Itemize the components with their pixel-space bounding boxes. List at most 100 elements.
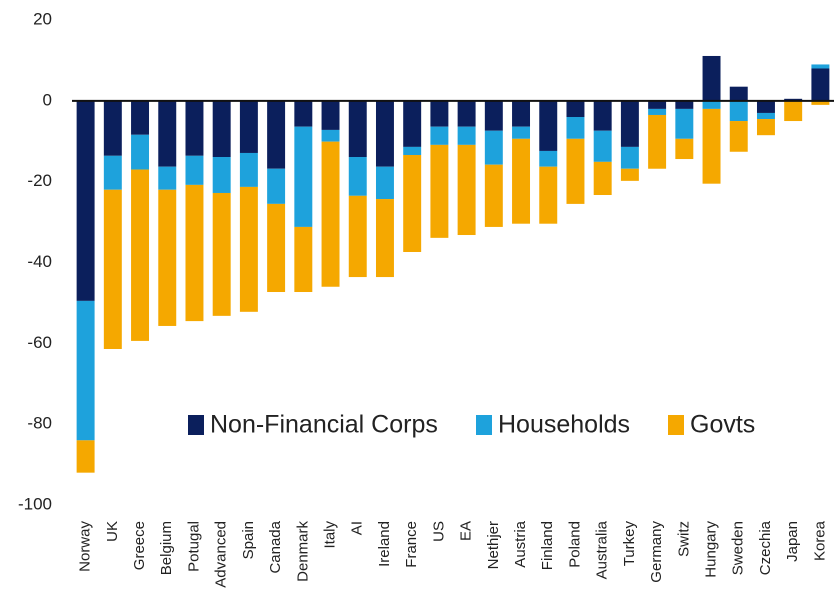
bar-segment	[239, 100, 258, 153]
bar-segment	[702, 100, 721, 109]
bar-segment	[212, 100, 231, 158]
bar-segment	[403, 146, 422, 155]
bar-segment	[593, 100, 612, 131]
x-tick-label: Denmark	[294, 521, 311, 582]
x-tick-label: UK	[104, 521, 121, 542]
bar-segment	[512, 138, 531, 224]
bar-segment	[675, 138, 694, 160]
bar-segment	[158, 100, 177, 167]
bar-segment	[484, 164, 503, 227]
bar-segment	[321, 100, 340, 130]
bar-segment	[457, 144, 476, 236]
bar-segment	[321, 141, 340, 287]
bar-segment	[375, 199, 394, 278]
bar-segment	[131, 169, 150, 341]
bar-segment	[620, 100, 639, 147]
bar-segment	[294, 100, 313, 127]
y-tick-label: -60	[27, 333, 52, 352]
bar-segment	[103, 189, 122, 349]
x-tick-label: Switz	[675, 521, 692, 557]
legend-swatch	[476, 415, 492, 435]
bar-segment	[457, 126, 476, 145]
bar-segment	[430, 100, 449, 127]
bar-segment	[566, 117, 585, 139]
bar-segment	[512, 100, 531, 127]
bar-segment	[648, 100, 667, 109]
bar-segment	[702, 108, 721, 184]
y-tick-label: -20	[27, 171, 52, 190]
x-tick-label: Austria	[512, 520, 529, 567]
bar-segment	[811, 64, 830, 69]
bar-segment	[648, 108, 667, 115]
bar-segment	[457, 100, 476, 127]
x-tick-label: Norway	[77, 521, 94, 572]
bar-segment	[756, 119, 775, 136]
bar-segment	[185, 100, 204, 156]
bar-segment	[76, 300, 95, 441]
bar-segment	[620, 146, 639, 169]
x-tick-label: Advanced	[213, 521, 230, 588]
y-tick-label: -80	[27, 414, 52, 433]
bar-segment	[566, 100, 585, 117]
x-tick-label: Greece	[131, 521, 148, 570]
bar-segment	[756, 100, 775, 113]
y-tick-label: -40	[27, 252, 52, 271]
bar-segment	[375, 100, 394, 167]
bar-segment	[756, 112, 775, 120]
bar-segment	[729, 100, 748, 122]
legend-label: Govts	[690, 411, 755, 439]
bar-segment	[321, 129, 340, 142]
bar-segment	[593, 161, 612, 196]
bar-segment	[784, 98, 803, 101]
x-tick-label: AI	[349, 521, 366, 535]
bar-segment	[294, 126, 313, 227]
legend-label: Non-Financial Corps	[210, 411, 438, 439]
bar-segment	[294, 226, 313, 293]
bar-segment	[239, 152, 258, 187]
x-tick-label: Sweden	[730, 521, 747, 575]
bar-segment	[158, 189, 177, 326]
x-tick-label: Japan	[784, 521, 801, 562]
bar-segment	[512, 126, 531, 139]
x-tick-label: Czechia	[757, 520, 774, 575]
bar-segment	[348, 100, 367, 158]
bar-segment	[484, 130, 503, 165]
bar-segment	[267, 203, 286, 293]
bar-segment	[212, 157, 231, 193]
bar-segment	[158, 166, 177, 190]
x-tick-label: Poland	[566, 521, 583, 568]
bar-segment	[811, 100, 830, 105]
bar-segment	[430, 144, 449, 238]
bar-segment	[348, 157, 367, 196]
x-tick-label: EA	[458, 521, 475, 541]
x-tick-label: Potugal	[185, 521, 202, 572]
x-tick-label: Ireland	[376, 521, 393, 567]
x-tick-label: Germany	[648, 521, 665, 583]
bar-segment	[648, 114, 667, 169]
x-tick-label: Italy	[322, 521, 339, 549]
x-tick-label: Australia	[594, 520, 611, 579]
bar-segment	[76, 100, 95, 301]
x-tick-label: US	[430, 521, 447, 542]
bar-segment	[348, 195, 367, 278]
bar-segment	[103, 100, 122, 156]
legend-swatch	[668, 415, 684, 435]
y-tick-label: 20	[33, 9, 52, 28]
bar-segment	[267, 100, 286, 169]
bar-segment	[403, 100, 422, 147]
bar-segment	[239, 186, 258, 312]
x-tick-label: Belgium	[158, 521, 175, 575]
bar-segment	[539, 100, 558, 151]
bar-segment	[593, 130, 612, 162]
bar-segment	[267, 168, 286, 204]
x-tick-label: Nethjer	[485, 521, 502, 569]
bar-segment	[403, 154, 422, 252]
bar-segment	[484, 100, 503, 131]
bar-segment	[566, 138, 585, 204]
x-tick-label: France	[403, 521, 420, 568]
bar-segment	[375, 166, 394, 200]
bar-segment	[103, 155, 122, 190]
bar-segment	[185, 184, 204, 322]
x-tick-label: Canada	[267, 520, 284, 573]
